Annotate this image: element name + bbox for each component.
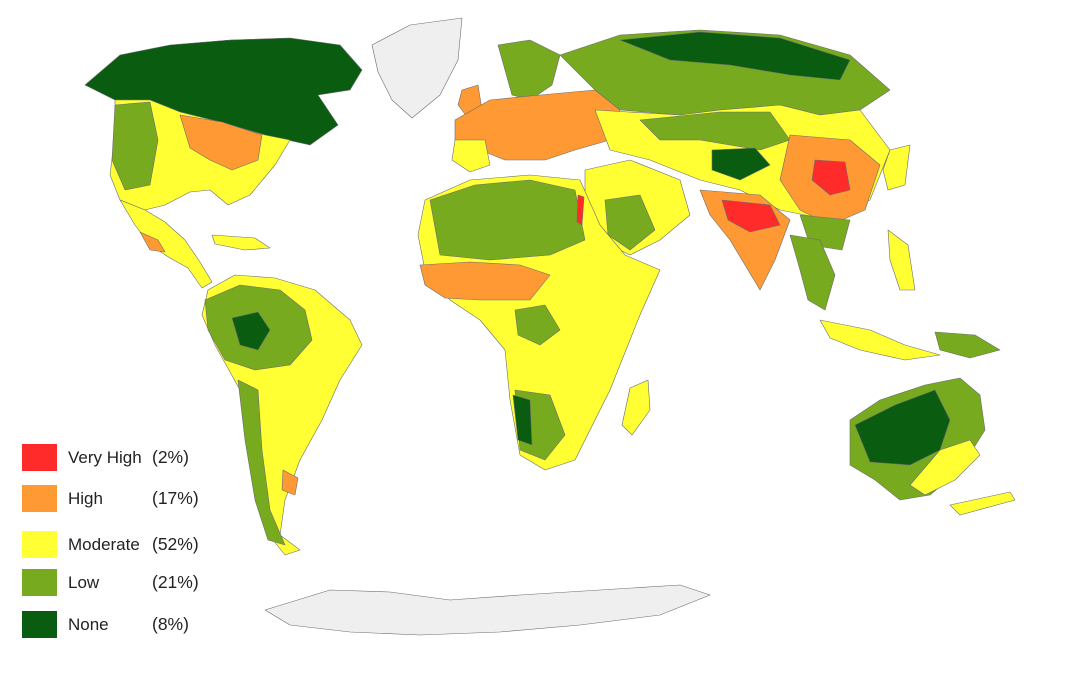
region-andes-low [237, 379, 286, 546]
legend-swatch [22, 485, 57, 512]
legend-label: Very High [68, 448, 142, 467]
region-caribbean [211, 234, 271, 251]
region-arabia-low [604, 194, 656, 251]
region-pampas-high [281, 469, 299, 496]
region-scandinavia [497, 39, 561, 101]
region-madagascar [621, 379, 651, 436]
legend-label: None [68, 615, 109, 634]
region-australia-none [854, 389, 951, 466]
region-mexico [119, 199, 213, 289]
region-mexico-high [139, 231, 166, 253]
region-philippines [887, 229, 916, 291]
region-australia-east-moderate [909, 439, 981, 496]
region-iberia [451, 139, 491, 173]
legend-swatch [22, 444, 57, 471]
region-us-east-high [179, 114, 263, 171]
region-us-west-low [111, 101, 159, 191]
legend-item-low: Low (21%) [22, 569, 262, 599]
legend-label: Moderate [68, 535, 140, 554]
region-tibet-none [711, 147, 771, 181]
region-india-very-high [721, 199, 781, 233]
legend-percent: (21%) [152, 572, 199, 592]
legend-item-high: High (17%) [22, 485, 262, 515]
legend-percent: (2%) [152, 447, 189, 467]
legend: Very High (2%) High (17%) Moderate (52%)… [22, 440, 262, 640]
legend-percent: (17%) [152, 488, 199, 508]
antarctica [264, 584, 711, 636]
region-central-asia-low [639, 111, 791, 151]
region-amazon-none [231, 311, 271, 351]
legend-swatch [22, 611, 57, 638]
legend-percent: (8%) [152, 614, 189, 634]
region-new-guinea [934, 331, 1001, 359]
legend-swatch [22, 569, 57, 596]
legend-item-none: None (8%) [22, 611, 262, 641]
region-china-very-high [811, 159, 851, 196]
region-sahel-high [419, 261, 551, 301]
region-nile-very-high [576, 194, 585, 226]
region-sahara-low [429, 179, 586, 261]
legend-label: Low [68, 573, 100, 592]
legend-label: High [68, 489, 103, 508]
legend-item-very-high: Very High (2%) [22, 444, 262, 474]
legend-item-moderate: Moderate (52%) [22, 531, 262, 561]
region-japan [882, 144, 911, 191]
region-congo-low [514, 304, 561, 346]
region-siberia-none [619, 31, 851, 81]
region-indonesia [819, 319, 941, 361]
region-se-asia [789, 234, 836, 311]
region-new-zealand [949, 491, 1016, 516]
legend-percent: (52%) [152, 534, 199, 554]
greenland [371, 17, 463, 119]
region-namibia-none [512, 394, 533, 446]
legend-swatch [22, 531, 57, 558]
